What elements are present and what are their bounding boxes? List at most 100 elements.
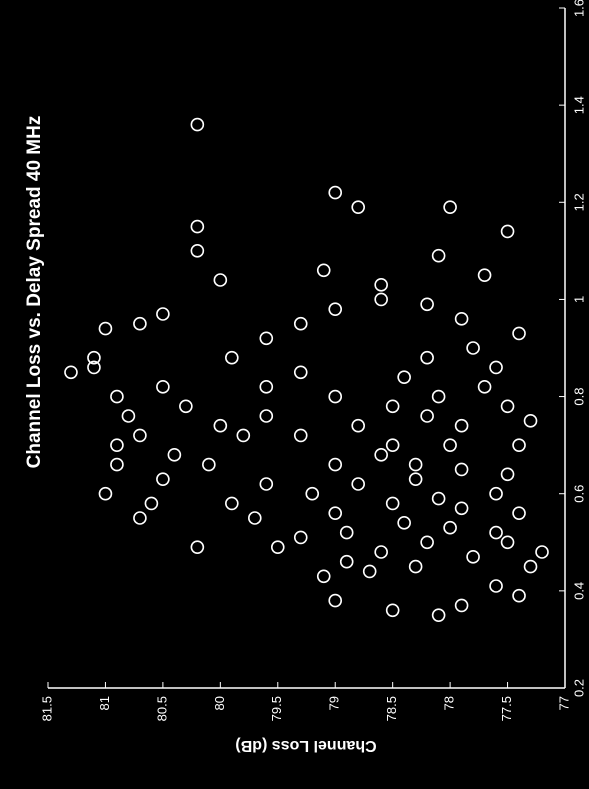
scatter-point [466,550,480,564]
y-tick-label: 80 [212,696,227,710]
scatter-point [397,516,411,530]
x-tick-label: 1.2 [571,193,586,211]
scatter-point [443,438,457,452]
scatter-point [420,535,434,550]
scatter-point [213,418,228,433]
scatter-point [110,438,124,452]
scatter-point [351,418,366,433]
scatter-point [408,457,423,472]
scatter-point [144,496,159,511]
scatter-point [293,530,308,545]
scatter-point [443,200,457,214]
scatter-point [259,331,274,346]
scatter-point [454,501,469,516]
scatter-point [98,486,113,501]
scatter-point [133,316,147,331]
y-axis-label: Channel Loss (dB) [235,737,376,754]
scatter-point [420,409,434,423]
scatter-point [156,307,170,321]
scatter-point [202,457,216,472]
scatter-point [408,559,423,574]
scatter-point [500,399,515,414]
scatter-point [98,321,113,336]
scatter-point [500,224,515,239]
scatter-point [431,491,446,506]
y-tick-label: 81.5 [39,696,54,721]
scatter-point [374,292,388,307]
scatter-point [489,360,503,375]
scatter-point [431,608,446,622]
scatter-point [454,462,469,477]
scatter-point [523,559,538,574]
scatter-point [512,326,526,341]
scatter-point [500,535,515,550]
rotated-plot: Channel Loss vs. Delay Spread 40 MHz Cha… [24,0,586,754]
y-tick-label: 77 [556,696,571,710]
scatter-point [213,273,228,287]
x-tick-label: 0.4 [571,582,586,600]
scatter-point [64,365,78,380]
scatter-point [489,486,503,501]
x-tick-label: 0.8 [571,388,586,406]
scatter-point [362,564,377,579]
scatter-point [179,399,193,414]
x-tick-label: 0.6 [571,485,586,503]
scatter-point [110,457,124,472]
y-tick-label: 78 [442,696,457,710]
scatter-point [535,545,549,559]
scatter-point [466,341,480,355]
scatter-point [293,365,308,380]
scatter-point [293,316,308,331]
scatter-point [443,520,457,535]
scatter-point [225,350,239,365]
scatter-point [408,472,423,486]
y-tick-label: 78.5 [384,696,399,721]
scatter-point [87,360,101,375]
y-tick-label: 77.5 [499,696,514,721]
scatter-point [156,472,170,486]
scatter-point [133,511,147,525]
scatter-point [374,545,388,559]
scatter-point [190,219,205,234]
scatter-point [397,370,411,384]
scatter-point [454,418,469,433]
y-tick-label: 79 [327,696,342,710]
scatter-point [512,506,526,520]
scatter-point [523,414,538,428]
scatter-point [328,506,343,520]
scatter-point [236,428,251,443]
scatter-point [133,428,147,443]
scatter-point [190,540,205,554]
scatter-point [385,399,400,414]
x-tick-label: 0.2 [571,679,586,697]
scatter-point [420,297,434,312]
scatter-point [190,244,205,258]
scatter-point [225,496,239,511]
scatter-point [339,525,354,540]
scatter-point [351,477,366,491]
scatter-point [248,511,262,525]
scatter-point [110,389,124,404]
scatter-point [328,302,343,316]
scatter-point [316,263,331,278]
scatter-point [328,593,343,608]
scatter-point [167,448,182,462]
y-tick-label: 81 [97,696,112,710]
scatter-point [512,588,526,603]
scatter-point [270,540,285,554]
scatter-point [339,554,354,569]
y-tick-label: 80.5 [154,696,169,721]
scatter-point [374,278,388,292]
scatter-point [431,248,446,263]
scatter-point [259,477,274,491]
scatter-point [305,486,320,501]
scatter-point [512,438,526,452]
x-tick-label: 1.6 [571,0,586,17]
scatter-point [316,569,331,584]
scatter-point [293,428,308,443]
scatter-point [477,380,492,394]
scatter-point [374,448,388,462]
scatter-point [87,350,101,365]
scatter-point [385,603,400,618]
